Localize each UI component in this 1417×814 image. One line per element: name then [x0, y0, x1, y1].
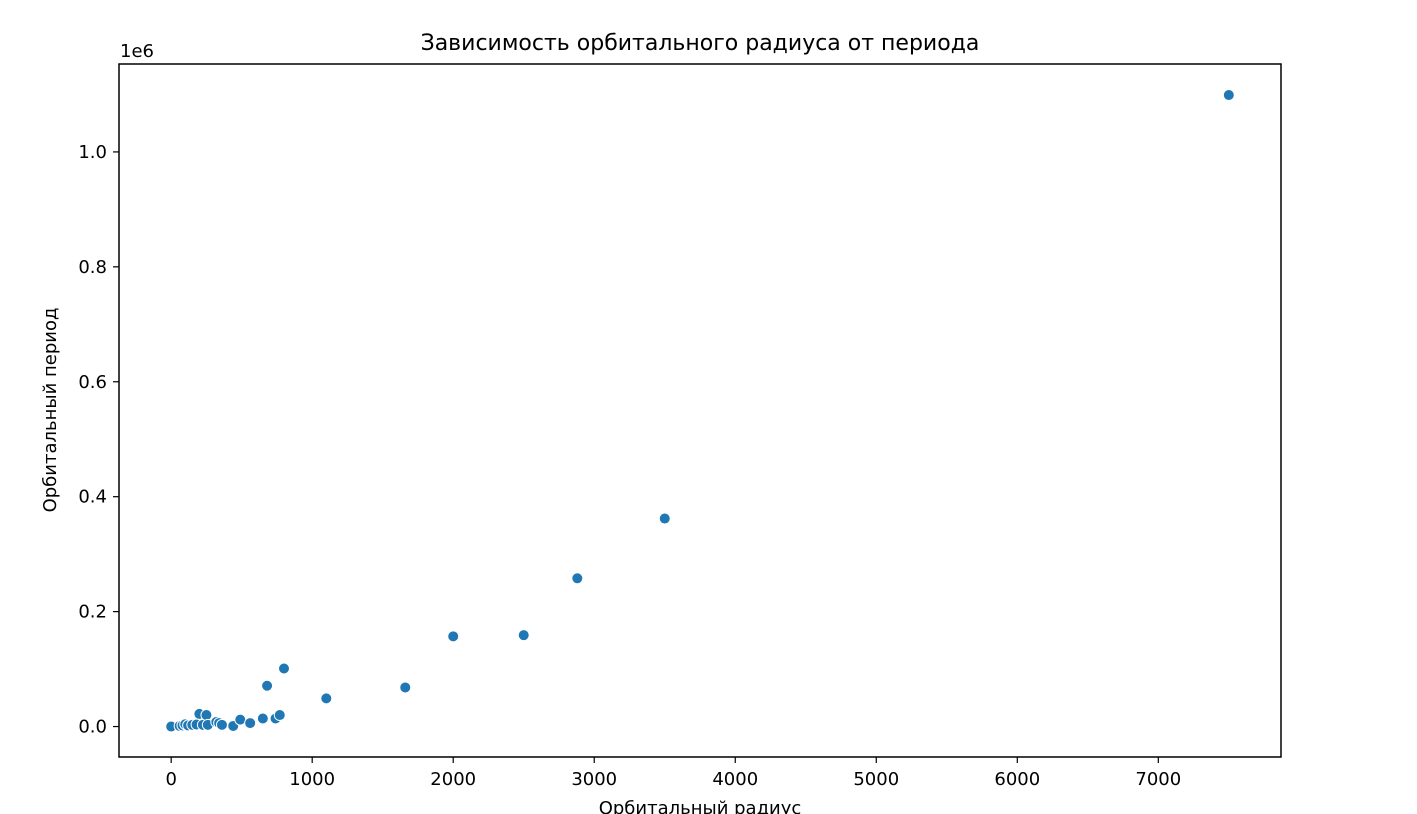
- y-axis-label: Орбитальный период: [40, 308, 61, 513]
- y-tick-label: 0.2: [78, 602, 107, 623]
- plot-area-frame: [118, 63, 1282, 758]
- scatter-point: [261, 679, 274, 692]
- scatter-point: [244, 717, 257, 730]
- scatter-points: [165, 89, 1235, 733]
- scatter-point: [200, 709, 213, 722]
- y-tick-label: 0.4: [78, 487, 107, 508]
- x-tick-label: 2000: [430, 769, 476, 790]
- scatter-point: [399, 681, 412, 694]
- y-tick-label: 0.8: [78, 257, 107, 278]
- y-tick-label: 0.6: [78, 372, 107, 393]
- x-tick-label: 7000: [1135, 769, 1181, 790]
- scatter-point: [256, 712, 269, 725]
- x-tick-label: 4000: [712, 769, 758, 790]
- x-tick-label: 1000: [289, 769, 335, 790]
- y-tick-label: 0.0: [78, 717, 107, 738]
- scatter-point: [234, 713, 247, 726]
- y-tick-label: 1.0: [78, 142, 107, 163]
- y-axis-ticks: 0.0 0.2 0.4 0.6 0.8 1.0: [78, 142, 119, 738]
- x-tick-label: 6000: [994, 769, 1040, 790]
- scatter-point: [447, 630, 460, 643]
- scatter-point: [320, 692, 333, 705]
- x-axis-ticks: 0 1000 2000 3000 4000 5000 6000 7000: [165, 757, 1181, 790]
- x-axis-label: Орбитальный радиус: [599, 798, 802, 814]
- y-offset-text: 1e6: [120, 41, 154, 62]
- scatter-point: [517, 629, 530, 642]
- scatter-point: [273, 709, 286, 722]
- scatter-point: [277, 662, 290, 675]
- x-tick-label: 3000: [571, 769, 617, 790]
- scatter-point: [1222, 89, 1235, 102]
- chart-title: Зависимость орбитального радиуса от пери…: [421, 31, 980, 56]
- x-tick-label: 5000: [853, 769, 899, 790]
- scatter-point: [658, 512, 671, 525]
- scatter-point: [571, 572, 584, 585]
- x-tick-label: 0: [165, 769, 176, 790]
- scatter-point: [215, 718, 228, 731]
